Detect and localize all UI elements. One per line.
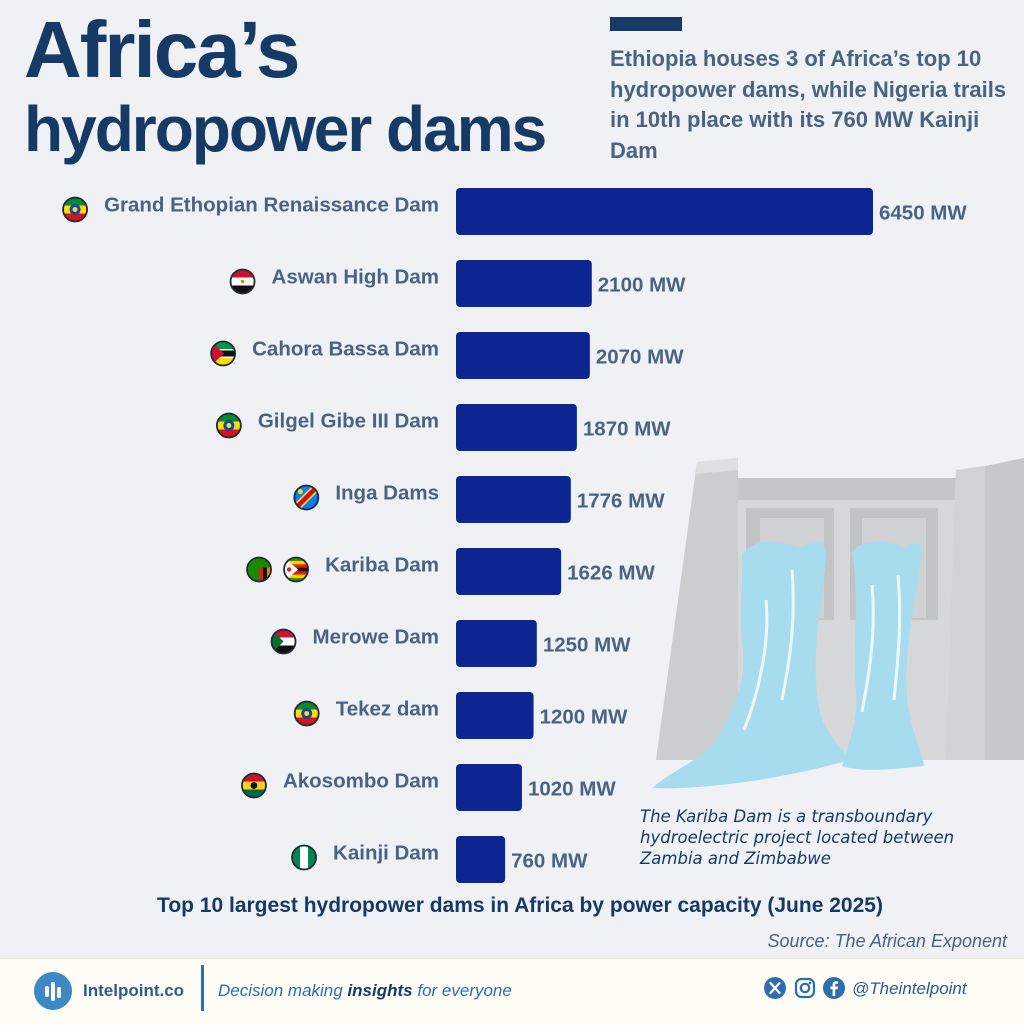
footer: Intelpoint.co Decision making insights f… xyxy=(0,958,1024,1025)
category-label: Akosombo Dam xyxy=(283,770,439,793)
flag-ghana-icon xyxy=(241,773,266,798)
flag-ring xyxy=(241,772,267,799)
bar-chart: 6450 MW Grand Ethopian Renaissance Dam 210… xyxy=(62,188,1024,883)
flag-ring xyxy=(293,484,320,511)
facebook-icon[interactable] xyxy=(823,977,845,999)
intelpoint-logo-icon xyxy=(34,972,72,1010)
value-label: 760 MW xyxy=(511,850,588,873)
tagline-end: for everyone xyxy=(412,981,512,1000)
instagram-icon[interactable] xyxy=(794,977,816,999)
category-label: Kainji Dam xyxy=(333,842,439,865)
value-label: 1020 MW xyxy=(528,778,616,801)
bar xyxy=(456,332,590,379)
bars: 6450 MW Grand Ethopian Renaissance Dam 210… xyxy=(62,188,967,883)
category-label: Inga Dams xyxy=(335,482,439,505)
value-label: 6450 MW xyxy=(879,202,967,225)
dam-illustration xyxy=(652,458,1024,789)
flag-zimbabwe-icon xyxy=(284,557,309,582)
flag-ring xyxy=(229,268,256,295)
flag-dr-congo-icon xyxy=(294,485,319,510)
category-label: Merowe Dam xyxy=(313,626,439,649)
bar xyxy=(456,476,571,523)
x-icon[interactable] xyxy=(764,977,786,999)
flag-ethiopia-icon xyxy=(216,413,241,438)
bar xyxy=(456,620,537,667)
flag-egypt-icon xyxy=(230,269,255,294)
value-label: 1870 MW xyxy=(583,418,671,441)
flag-ring xyxy=(246,556,272,583)
brand-link[interactable]: Intelpoint.co xyxy=(83,981,185,1000)
bar xyxy=(456,188,873,235)
flag-ring xyxy=(270,628,297,655)
flag-mozambique-icon xyxy=(211,341,236,366)
flag-ring xyxy=(215,412,242,439)
category-label: Grand Ethopian Renaissance Dam xyxy=(104,194,439,217)
page-title: Africa’s hydropower dams xyxy=(24,5,547,165)
bar xyxy=(456,836,506,883)
flag-ring xyxy=(283,556,309,583)
value-label: 1250 MW xyxy=(543,634,631,657)
title-line-2: hydropower dams xyxy=(24,93,547,165)
flag-ethiopia-icon xyxy=(63,197,88,222)
flag-ring xyxy=(293,700,320,727)
source-note: Source: The African Exponent xyxy=(767,931,1007,951)
value-label: 1776 MW xyxy=(577,490,665,513)
kariba-annotation: The Kariba Dam is a transboundary hydroe… xyxy=(640,807,955,868)
flag-ethiopia-icon xyxy=(294,701,319,726)
chart-caption: Top 10 largest hydropower dams in Africa… xyxy=(157,894,883,917)
flag-ring xyxy=(210,340,237,367)
category-label: Tekez dam xyxy=(336,698,439,721)
bar xyxy=(456,404,577,451)
value-label: 1200 MW xyxy=(540,706,628,729)
bar xyxy=(456,260,592,307)
value-label: 1626 MW xyxy=(567,562,655,585)
bar xyxy=(456,548,562,595)
category-label: Cahora Bassa Dam xyxy=(252,338,439,361)
flag-ring xyxy=(291,844,317,871)
flag-ring xyxy=(62,196,88,223)
accent-bar xyxy=(610,17,682,31)
tagline: Decision making insights for everyone xyxy=(218,981,512,1001)
footer-divider xyxy=(201,965,204,1011)
category-label: Aswan High Dam xyxy=(272,266,439,289)
social-handle[interactable]: @Theintelpoint xyxy=(852,979,967,998)
flag-nigeria-icon xyxy=(292,845,317,870)
tagline-start: Decision making xyxy=(218,981,348,1000)
flag-sudan-icon xyxy=(271,629,296,654)
title-line-1: Africa’s xyxy=(24,5,301,94)
bar xyxy=(456,764,522,811)
tagline-bold: insights xyxy=(347,981,413,1000)
value-label: 2070 MW xyxy=(596,346,684,369)
bar xyxy=(456,692,534,739)
value-label: 2100 MW xyxy=(598,274,686,297)
subtitle: Ethiopia houses 3 of Africa’s top 10 hyd… xyxy=(610,46,1007,163)
category-label: Kariba Dam xyxy=(325,554,439,577)
category-label: Gilgel Gibe III Dam xyxy=(258,410,439,433)
